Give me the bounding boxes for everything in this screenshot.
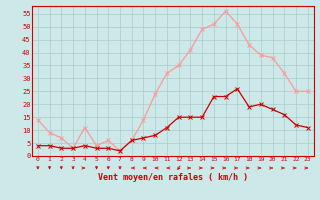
X-axis label: Vent moyen/en rafales ( km/h ): Vent moyen/en rafales ( km/h ) — [98, 174, 248, 182]
